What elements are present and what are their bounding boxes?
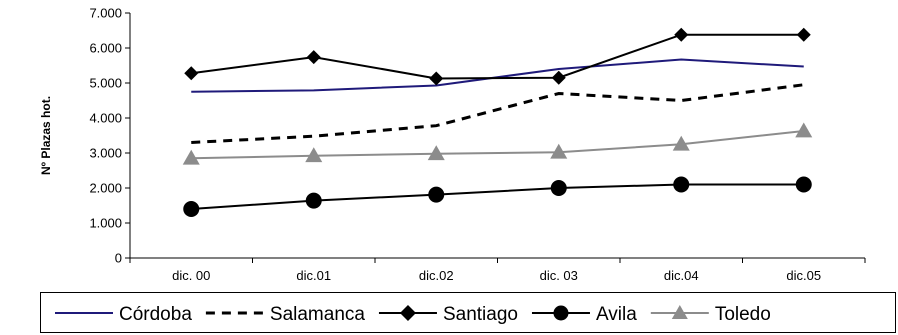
x-tick-label: dic.02	[419, 268, 454, 283]
series-line	[191, 129, 804, 160]
series-line	[191, 58, 804, 93]
data-point-diamond	[551, 70, 566, 85]
data-point-diamond	[306, 50, 321, 65]
data-point-triangle	[427, 145, 445, 161]
data-point-triangle	[305, 147, 323, 163]
data-point-circle	[550, 180, 567, 196]
y-tick-label: 7.000	[89, 6, 122, 21]
legend-item: Santiago	[378, 304, 518, 325]
legend-item: Córdoba	[55, 304, 192, 325]
chart-axes	[125, 12, 866, 263]
y-tick-label: 4.000	[89, 111, 122, 126]
data-point-circle	[305, 192, 322, 209]
legend: Córdoba Salamanca Santiago Avila Toledo	[40, 292, 896, 333]
series-santiago	[184, 27, 811, 86]
legend-item: Avila	[531, 304, 637, 325]
y-tick-label: 2.000	[89, 181, 122, 196]
y-tick-label: 0	[115, 251, 122, 266]
data-point-diamond	[184, 66, 199, 81]
x-tick-label: dic.01	[296, 268, 331, 283]
data-point-circle	[183, 201, 200, 217]
legend-label: Toledo	[715, 304, 771, 325]
series-avila	[183, 176, 812, 217]
data-point-triangle	[550, 143, 568, 159]
y-tick-label: 5.000	[89, 76, 122, 91]
series-line	[191, 33, 804, 80]
data-point-diamond	[429, 71, 444, 86]
legend-item: Toledo	[650, 304, 771, 325]
series-toledo	[182, 122, 813, 165]
series-c-rdoba	[191, 58, 804, 93]
data-point-triangle	[795, 122, 813, 138]
x-tick-labels: dic. 00 dic.01 dic.02 dic. 03 dic.04 dic.05	[172, 268, 821, 283]
legend-label: Salamanca	[270, 304, 365, 325]
data-point-triangle	[671, 305, 688, 319]
legend-box	[40, 292, 896, 333]
data-point-circle	[673, 176, 690, 193]
y-axis-label: Nº Plazas hot.	[39, 96, 53, 175]
legend-item: Salamanca	[205, 304, 365, 325]
x-tick-label: dic. 00	[172, 268, 210, 283]
data-point-triangle	[182, 149, 200, 165]
series-salamanca	[191, 83, 804, 144]
legend-label: Santiago	[443, 304, 518, 325]
legend-label: Córdoba	[119, 304, 192, 325]
chart-series	[182, 27, 813, 217]
series-line	[191, 183, 804, 210]
data-point-diamond	[796, 27, 811, 42]
y-tick-label: 3.000	[89, 146, 122, 161]
legend-label: Avila	[596, 304, 637, 325]
data-point-triangle	[672, 135, 690, 151]
data-point-diamond	[674, 27, 689, 42]
x-tick-label: dic.04	[664, 268, 699, 283]
x-tick-label: dic. 03	[540, 268, 578, 283]
y-tick-labels: 0 1.000 2.000 3.000 4.000 5.000 6.000 7.000	[89, 6, 122, 266]
x-tick-label: dic.05	[786, 268, 821, 283]
data-point-circle	[428, 186, 445, 203]
y-tick-label: 6.000	[89, 41, 122, 56]
data-point-circle	[795, 176, 812, 193]
data-point-circle	[553, 305, 569, 321]
series-line	[191, 83, 804, 144]
data-point-diamond	[399, 305, 416, 321]
y-tick-label: 1.000	[89, 216, 122, 231]
